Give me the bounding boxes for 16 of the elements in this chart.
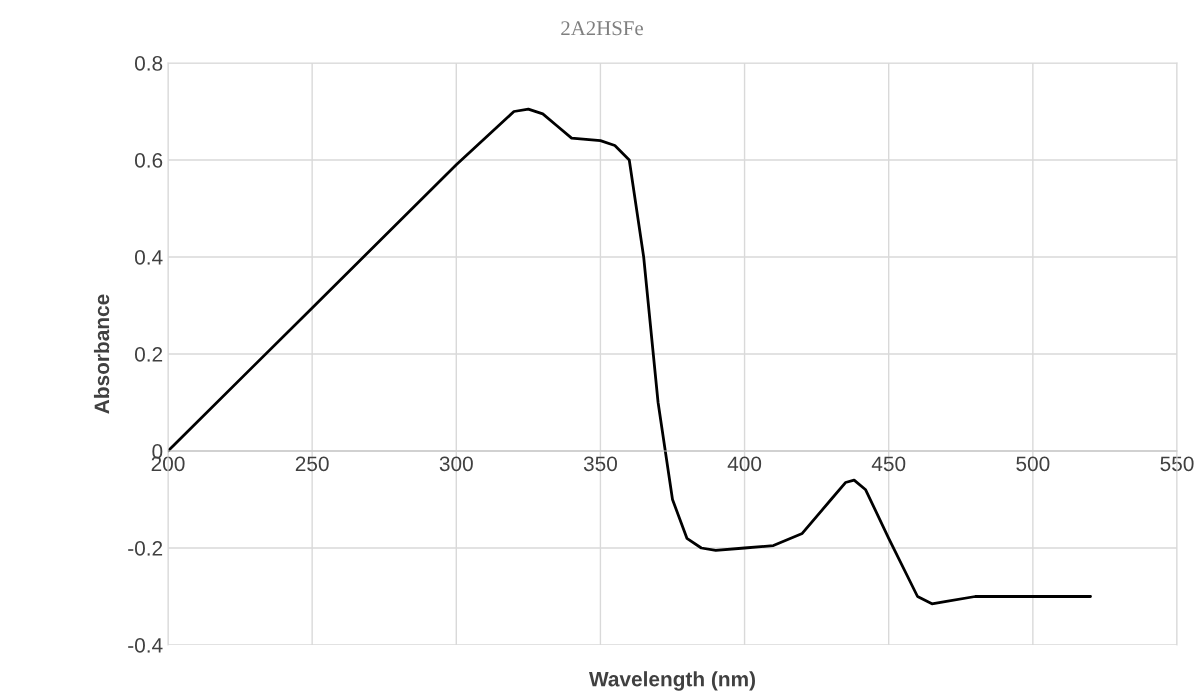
x-tick-label: 300 (439, 456, 473, 472)
x-axis-title: Wavelength (nm) (589, 671, 755, 691)
y-tick-label: 0.4 (134, 250, 163, 265)
x-tick-label: 500 (1016, 456, 1050, 472)
x-tick-label: 400 (727, 456, 762, 472)
x-tick-label: 450 (871, 456, 906, 472)
x-tick-label: 250 (295, 456, 329, 472)
y-tick-label: 0.2 (134, 347, 163, 362)
y-tick-label: 0.8 (134, 56, 163, 71)
y-tick-label: 0.6 (134, 153, 163, 168)
y-axis-title: Absorbance (93, 294, 110, 414)
y-tick-label: -0.2 (128, 541, 163, 556)
y-tick-label: -0.4 (128, 638, 163, 653)
chart-title: 2A2HSFe (561, 21, 643, 36)
x-tick-label: 350 (583, 456, 617, 472)
x-tick-label: 550 (1160, 456, 1194, 472)
